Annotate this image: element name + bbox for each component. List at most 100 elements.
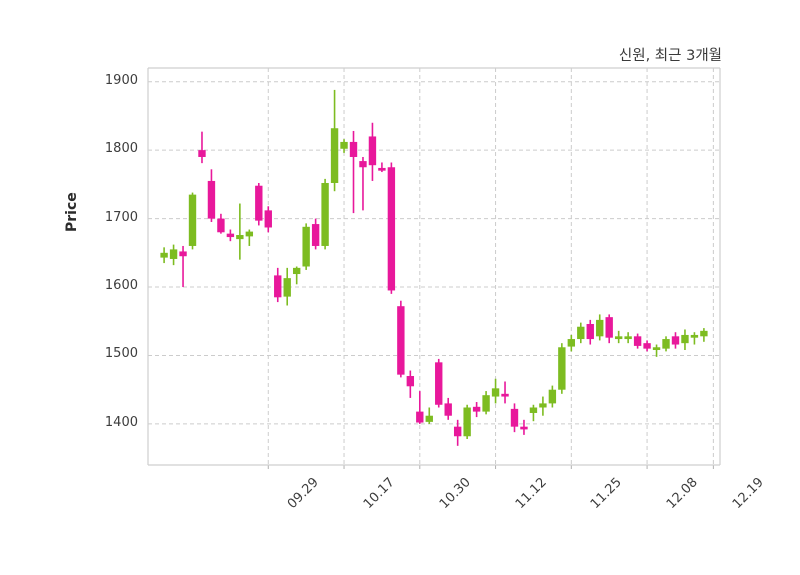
candle-body bbox=[387, 167, 396, 291]
candle bbox=[596, 314, 604, 341]
candle-body bbox=[245, 231, 254, 237]
candle bbox=[283, 267, 291, 306]
candle-body bbox=[274, 275, 282, 298]
candle bbox=[387, 162, 396, 294]
candle bbox=[359, 156, 367, 211]
candle-body bbox=[169, 249, 178, 259]
candle bbox=[255, 182, 263, 226]
candle-body bbox=[700, 330, 708, 337]
candle bbox=[510, 403, 519, 433]
y-tick-label: 1900 bbox=[104, 72, 138, 88]
candle-series bbox=[160, 89, 708, 446]
chart-title: 신원, 최근 3개월 bbox=[618, 48, 722, 64]
candle bbox=[614, 330, 623, 344]
candle-body bbox=[330, 128, 339, 183]
y-tick-label: 1400 bbox=[104, 414, 138, 430]
candle bbox=[236, 203, 244, 260]
candle bbox=[605, 314, 613, 344]
candle-body bbox=[217, 218, 225, 233]
candle-body bbox=[586, 323, 594, 340]
candle bbox=[321, 178, 329, 250]
candle bbox=[690, 332, 699, 345]
candle bbox=[586, 319, 594, 345]
candle-body bbox=[188, 194, 197, 246]
candle bbox=[207, 169, 216, 223]
candle bbox=[245, 229, 254, 246]
candle bbox=[463, 404, 471, 439]
candle bbox=[169, 244, 178, 266]
candle-body bbox=[596, 319, 604, 337]
candle bbox=[453, 419, 462, 446]
candle bbox=[179, 245, 187, 288]
candle-body bbox=[236, 235, 244, 240]
candle-body bbox=[577, 326, 585, 340]
candle bbox=[671, 332, 680, 349]
candle-body bbox=[359, 161, 367, 168]
candle bbox=[349, 130, 358, 214]
candle bbox=[416, 391, 424, 424]
candle-body bbox=[482, 395, 490, 412]
candle bbox=[633, 333, 642, 349]
candle-body bbox=[643, 343, 651, 349]
candle-body bbox=[472, 406, 481, 412]
candle bbox=[264, 206, 272, 233]
y-tick-label: 1500 bbox=[104, 346, 138, 362]
candle bbox=[482, 391, 490, 415]
candle bbox=[652, 344, 661, 357]
candle bbox=[292, 266, 301, 285]
candle-body bbox=[444, 403, 452, 416]
candle-body bbox=[321, 182, 329, 246]
candle bbox=[643, 340, 651, 352]
candle bbox=[160, 247, 168, 264]
candle-body bbox=[624, 336, 632, 340]
candle bbox=[302, 223, 310, 270]
candle bbox=[558, 343, 566, 394]
candle-body bbox=[207, 180, 216, 219]
candle-body bbox=[160, 252, 168, 258]
candle-body bbox=[255, 185, 263, 221]
candle bbox=[472, 402, 481, 418]
candle bbox=[529, 404, 538, 422]
candle-body bbox=[662, 339, 670, 349]
candle bbox=[378, 162, 386, 173]
candle-body bbox=[226, 233, 235, 238]
candle-body bbox=[491, 388, 500, 397]
candle-body bbox=[397, 306, 405, 375]
y-tick-label: 1600 bbox=[104, 278, 138, 294]
candle-body bbox=[671, 336, 680, 345]
candle bbox=[226, 229, 235, 242]
candle bbox=[435, 358, 443, 408]
candle bbox=[577, 322, 585, 344]
candle-body bbox=[425, 415, 433, 422]
candle-body bbox=[633, 336, 642, 346]
candle bbox=[501, 381, 509, 404]
candle bbox=[662, 336, 670, 352]
candle-body bbox=[548, 389, 557, 404]
candle-body bbox=[501, 393, 509, 397]
candle-body bbox=[378, 167, 386, 171]
candle-body bbox=[567, 339, 576, 347]
candle bbox=[444, 397, 452, 420]
candle bbox=[311, 218, 320, 250]
candle-body bbox=[529, 407, 538, 413]
candle bbox=[368, 122, 377, 181]
y-tick-label: 1800 bbox=[104, 141, 138, 157]
candle bbox=[491, 378, 500, 404]
candle bbox=[624, 332, 632, 344]
candle-body bbox=[302, 226, 310, 267]
candle bbox=[700, 328, 708, 342]
y-tick-label: 1700 bbox=[104, 209, 138, 225]
candle-body bbox=[690, 334, 699, 338]
candle-body bbox=[283, 278, 291, 297]
candle-body bbox=[453, 426, 462, 437]
candle-body bbox=[198, 150, 206, 157]
candle-body bbox=[340, 141, 348, 149]
candle-body bbox=[558, 347, 566, 390]
candle-body bbox=[652, 347, 661, 351]
plot-background bbox=[148, 68, 720, 465]
candle-body bbox=[264, 210, 272, 228]
candle-body bbox=[605, 317, 613, 338]
candle bbox=[198, 131, 206, 164]
candle-body bbox=[292, 267, 301, 275]
